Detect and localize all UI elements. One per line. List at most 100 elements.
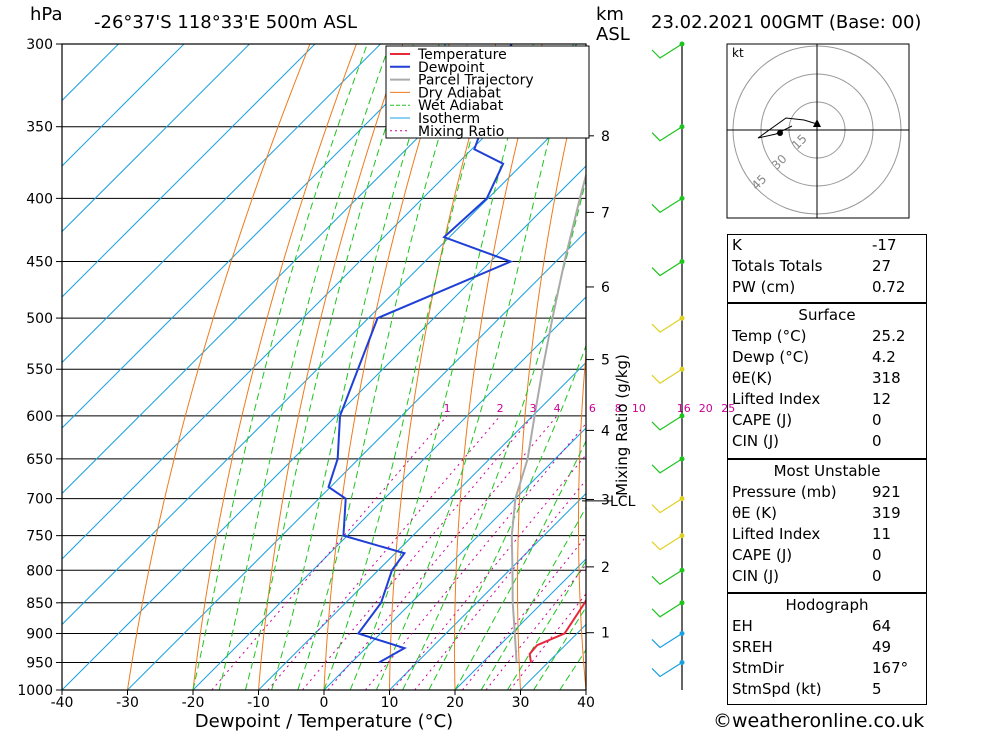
- index-label: CIN (J): [732, 432, 780, 450]
- pressure-tick-label: 850: [26, 596, 53, 612]
- dry-adiabat-line: [577, 348, 586, 690]
- isotherm-line: [62, 44, 381, 364]
- indices-table: K -17 Totals Totals 27 PW (cm) 0.72: [728, 235, 926, 298]
- location-title: -26°37'S 118°33'E 500m ASL: [94, 12, 357, 33]
- pressure-tick-label: 550: [26, 362, 53, 378]
- index-value: 64: [872, 617, 892, 635]
- index-value: 0: [872, 432, 882, 450]
- index-label: Lifted Index: [732, 525, 821, 543]
- wind-barb: [651, 661, 683, 678]
- wet-adiabat-line: [349, 44, 534, 690]
- index-label: CAPE (J): [732, 411, 793, 429]
- most-unstable-title: Most Unstable: [773, 462, 881, 480]
- isotherm-line: [323, 427, 586, 690]
- temp-tick-label: -10: [247, 695, 270, 711]
- index-label: Dewp (°C): [732, 348, 810, 366]
- wet-adiabat-line: [218, 44, 391, 690]
- height-tick-label: 1: [601, 626, 610, 642]
- isotherm-line: [62, 44, 512, 495]
- hodograph-frame: [726, 43, 910, 219]
- height-unit-km: km: [596, 4, 624, 25]
- copyright-footer[interactable]: ©weatheronline.co.uk: [713, 710, 925, 732]
- mixing-ratio-label: 8: [615, 402, 622, 415]
- isotherm-line: [62, 44, 250, 233]
- isotherm-line: [454, 558, 586, 690]
- temp-tick-label: 0: [320, 695, 329, 711]
- isotherm-line: [62, 44, 119, 102]
- surface-box: Surface Temp (°C) 25.2 Dewp (°C) 4.2 θE(K) 31…: [727, 303, 927, 459]
- pressure-tick-label: 900: [26, 626, 53, 642]
- pressure-unit-label: hPa: [30, 4, 62, 25]
- wind-barb: [651, 498, 683, 514]
- index-value: 319: [872, 504, 901, 522]
- height-unit-asl: ASL: [596, 24, 630, 45]
- index-row: StmDir 167°: [728, 658, 926, 679]
- temp-tick-label: -30: [116, 695, 139, 711]
- dry-adiabat-line: [192, 44, 357, 690]
- isotherm-line: [62, 165, 586, 690]
- legend-entry: Mixing Ratio: [418, 124, 504, 140]
- wind-barb: [651, 261, 683, 277]
- mixing-ratio-line: [267, 415, 501, 690]
- dry-adiabat-line: [389, 44, 497, 690]
- legend-box: [385, 45, 590, 139]
- index-value: 0: [872, 411, 882, 429]
- index-row: Dewp (°C) 4.2: [728, 347, 926, 368]
- index-label: K: [732, 236, 742, 254]
- mixing-ratio-label: 3: [529, 402, 536, 415]
- wet-adiabat-line: [480, 506, 586, 690]
- index-label: θE (K): [732, 504, 777, 522]
- hodograph-unit: kt: [732, 46, 744, 60]
- index-value: 27: [872, 257, 892, 275]
- index-row: Pressure (mb) 921: [728, 482, 926, 503]
- mixing-ratio-label: 4: [554, 402, 561, 415]
- legend-entry: Parcel Trajectory: [418, 73, 534, 89]
- x-axis-label: Dewpoint / Temperature (°C): [195, 711, 453, 732]
- surface-table: Temp (°C) 25.2 Dewp (°C) 4.2 θE(K) 318 Lifted …: [728, 326, 926, 452]
- mixing-ratio-line: [302, 415, 534, 690]
- index-row: CIN (J) 0: [728, 431, 926, 452]
- wet-adiabat-line: [428, 344, 586, 690]
- isotherm-line: [62, 44, 316, 298]
- index-value: 0.72: [872, 278, 906, 296]
- index-label: Pressure (mb): [732, 483, 837, 501]
- temp-tick-label: -40: [51, 695, 74, 711]
- index-label: SREH: [732, 638, 773, 656]
- wet-adiabat-line: [454, 439, 586, 690]
- pressure-tick-label: 950: [26, 655, 53, 671]
- temp-tick-label: 30: [512, 695, 530, 711]
- wet-adiabat-line: [533, 606, 586, 690]
- mixing-ratio-line: [327, 415, 558, 690]
- index-value: 318: [872, 369, 901, 387]
- isotherm-line: [389, 492, 586, 690]
- index-label: PW (cm): [732, 278, 796, 296]
- wet-adiabat-line: [244, 44, 415, 690]
- isotherm-line: [62, 44, 447, 429]
- mixing-ratio-label: 25: [721, 402, 735, 415]
- height-tick-label: 8: [601, 129, 610, 145]
- dry-adiabat-line: [258, 44, 404, 690]
- temp-tick-label: 10: [381, 695, 399, 711]
- index-value: 0: [872, 567, 882, 585]
- index-row: SREH 49: [728, 637, 926, 658]
- pressure-tick-label: 350: [26, 120, 53, 136]
- mixing-ratio-label: 10: [632, 402, 646, 415]
- index-row: PW (cm) 0.72: [728, 277, 926, 298]
- index-value: 5: [872, 680, 882, 698]
- index-row: CAPE (J) 0: [728, 545, 926, 566]
- isotherm-line: [62, 44, 185, 167]
- wet-adiabat-line: [402, 178, 586, 690]
- mixing-ratio-line: [364, 422, 586, 690]
- wind-barb: [651, 368, 683, 384]
- pressure-tick-label: 450: [26, 255, 53, 271]
- index-row: K -17: [728, 235, 926, 256]
- index-label: CAPE (J): [732, 546, 793, 564]
- pressure-tick-label: 750: [26, 529, 53, 545]
- index-value: -17: [872, 236, 897, 254]
- index-value: 12: [872, 390, 892, 408]
- index-value: 4.2: [872, 348, 896, 366]
- wet-adiabat-line: [375, 44, 574, 690]
- index-value: 921: [872, 483, 901, 501]
- wet-adiabat-line: [506, 559, 586, 690]
